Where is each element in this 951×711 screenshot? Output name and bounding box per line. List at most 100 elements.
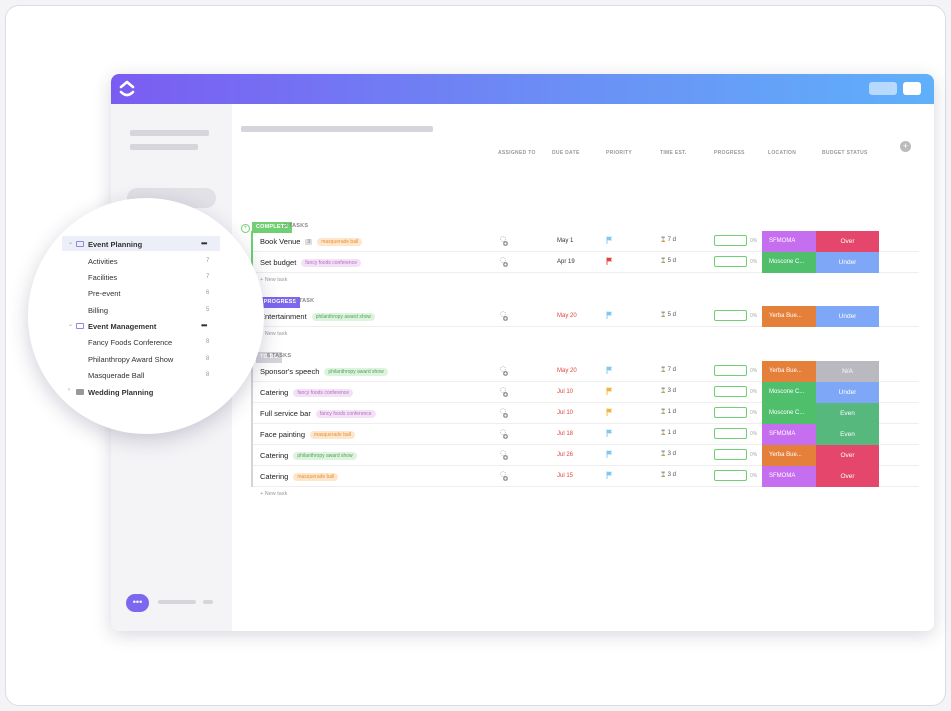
plus-circle-icon[interactable]: + [900, 141, 911, 152]
time-estimate[interactable]: ⌛ 1 d [660, 430, 676, 436]
task-tag[interactable]: philanthropy award show [324, 368, 388, 377]
chevron-icon[interactable]: ⌄ [68, 322, 74, 328]
task-name-text[interactable]: Sponsor's speech [260, 367, 320, 376]
priority-flag-icon[interactable] [606, 471, 613, 479]
budget-status-cell[interactable]: Over [816, 445, 879, 466]
time-estimate[interactable]: ⌛ 5 d [660, 258, 676, 264]
task-name[interactable]: Catering fancy foods conference [260, 388, 354, 398]
progress-bar[interactable] [714, 407, 747, 418]
new-task-button[interactable]: + New task [260, 277, 288, 283]
task-tag[interactable]: fancy foods conference [315, 410, 376, 419]
time-estimate[interactable]: ⌛ 1 d [660, 409, 676, 415]
priority-flag-icon[interactable] [606, 387, 613, 395]
location-cell[interactable]: Moscone C... [762, 252, 816, 273]
progress-bar[interactable] [714, 470, 747, 481]
column-progress[interactable]: PROGRESS [714, 150, 745, 156]
clickup-logo-icon[interactable] [117, 79, 137, 99]
table-row[interactable]: Catering fancy foods conference Jul 10 ⌛ 3 … [251, 382, 919, 403]
task-name-text[interactable]: Catering [260, 451, 289, 460]
due-date[interactable]: Apr 19 [557, 259, 575, 265]
assignee-icon[interactable] [499, 428, 509, 440]
task-tag[interactable]: masquerade ball [293, 473, 339, 482]
sidebar-list-philanthropy-award-show[interactable]: Philanthropy Award Show [88, 355, 174, 364]
table-row[interactable]: Sponsor's speech philanthropy award show M… [251, 361, 919, 382]
task-name-text[interactable]: Entertainment [260, 312, 307, 321]
priority-flag-icon[interactable] [606, 429, 613, 437]
time-estimate[interactable]: ⌛ 3 d [660, 472, 676, 478]
budget-status-cell[interactable]: Over [816, 466, 879, 487]
task-name[interactable]: Book Venue 3 masquerade ball [260, 237, 363, 247]
budget-status-cell[interactable]: Under [816, 306, 879, 327]
sidebar-list-billing[interactable]: Billing [88, 306, 109, 315]
task-tag[interactable]: masquerade ball [310, 431, 355, 440]
assignee-icon[interactable] [499, 386, 509, 398]
budget-status-cell[interactable]: Even [816, 424, 879, 445]
sidebar-list-pre-event[interactable]: Pre-event [88, 289, 121, 298]
due-date[interactable]: May 1 [557, 238, 574, 244]
progress-bar[interactable] [714, 449, 747, 460]
subtask-count[interactable]: 3 [305, 239, 313, 246]
table-row[interactable]: Book Venue 3 masquerade ball May 1 ⌛ 7 d 0% SF… [251, 231, 919, 252]
location-cell[interactable]: SFMOMA [762, 466, 816, 487]
new-task-button[interactable]: + New task [260, 331, 288, 337]
progress-bar[interactable] [714, 256, 747, 267]
folder-event-planning[interactable]: Event Planning [88, 240, 143, 249]
assignee-icon[interactable] [499, 310, 509, 322]
sidebar-list-facilities[interactable]: Facilities [88, 273, 118, 282]
sidebar-list-masquerade-ball[interactable]: Masquerade Ball [88, 371, 145, 380]
task-tag[interactable]: philanthropy award show [293, 452, 357, 461]
folder-event-management[interactable]: Event Management [88, 322, 157, 331]
priority-flag-icon[interactable] [606, 408, 613, 416]
time-estimate-value[interactable]: 3 d [667, 388, 676, 394]
more-options-icon[interactable]: ••• [201, 239, 207, 248]
topbar-button[interactable] [869, 82, 897, 95]
location-cell[interactable]: SFMOMA [762, 424, 816, 445]
priority-flag-icon[interactable] [606, 366, 613, 374]
due-date[interactable]: Jul 10 [557, 410, 574, 416]
due-date[interactable]: Jul 26 [557, 452, 574, 458]
task-tag[interactable]: philanthropy award show [311, 313, 376, 322]
task-name[interactable]: Catering philanthropy award show [260, 451, 357, 461]
due-date[interactable]: May 20 [557, 313, 577, 319]
budget-status-cell[interactable]: Over [816, 231, 879, 252]
time-estimate[interactable]: ⌛ 7 d [660, 237, 676, 243]
progress-bar[interactable] [714, 428, 747, 439]
assignee-icon[interactable] [499, 235, 509, 247]
sidebar-list-activities[interactable]: Activities [88, 257, 118, 266]
status-badge[interactable]: TO DO [256, 352, 283, 363]
priority-flag-icon[interactable] [606, 311, 613, 319]
assignee-icon[interactable] [499, 407, 509, 419]
time-estimate-value[interactable]: 1 d [667, 430, 676, 436]
status-badge[interactable]: IN PROGRESS [252, 297, 301, 308]
column-assigned[interactable]: ASSIGNED TO [498, 150, 536, 156]
progress-bar[interactable] [714, 386, 747, 397]
priority-flag-icon[interactable] [606, 257, 613, 265]
task-name[interactable]: Sponsor's speech philanthropy award show [260, 367, 388, 377]
location-cell[interactable]: Yerba Bue... [762, 361, 816, 382]
table-row[interactable]: Full service bar fancy foods conference Ju… [251, 403, 919, 424]
location-cell[interactable]: Moscone C... [762, 382, 816, 403]
due-date[interactable]: Jul 18 [557, 431, 574, 437]
column-budget-status[interactable]: BUDGET STATUS [822, 150, 868, 156]
collapse-icon[interactable]: + [241, 224, 250, 233]
column-priority[interactable]: PRIORITY [606, 150, 633, 156]
time-estimate-value[interactable]: 3 d [667, 451, 676, 457]
task-name[interactable]: Catering masquerade ball [260, 472, 339, 482]
table-row[interactable]: Entertainment philanthropy award show May … [251, 306, 919, 327]
time-estimate[interactable]: ⌛ 3 d [660, 451, 676, 457]
task-name[interactable]: Full service bar fancy foods conference [260, 409, 376, 419]
chat-icon[interactable]: ••• [126, 594, 149, 612]
task-name-text[interactable]: Full service bar [260, 409, 311, 418]
sidebar-list-fancy-foods-conference[interactable]: Fancy Foods Conference [88, 338, 173, 347]
folder-wedding-planning[interactable]: Wedding Planning [88, 388, 154, 397]
due-date[interactable]: May 20 [557, 368, 577, 374]
progress-bar[interactable] [714, 235, 747, 246]
more-options-icon[interactable]: ••• [201, 321, 207, 330]
new-task-button[interactable]: + New task [260, 491, 288, 497]
assignee-icon[interactable] [499, 470, 509, 482]
column-time-estimate[interactable]: TIME EST. [660, 150, 687, 156]
task-name-text[interactable]: Face painting [260, 430, 306, 439]
task-name-text[interactable]: Catering [260, 388, 289, 397]
due-date[interactable]: Jul 15 [557, 473, 574, 479]
priority-flag-icon[interactable] [606, 236, 613, 244]
